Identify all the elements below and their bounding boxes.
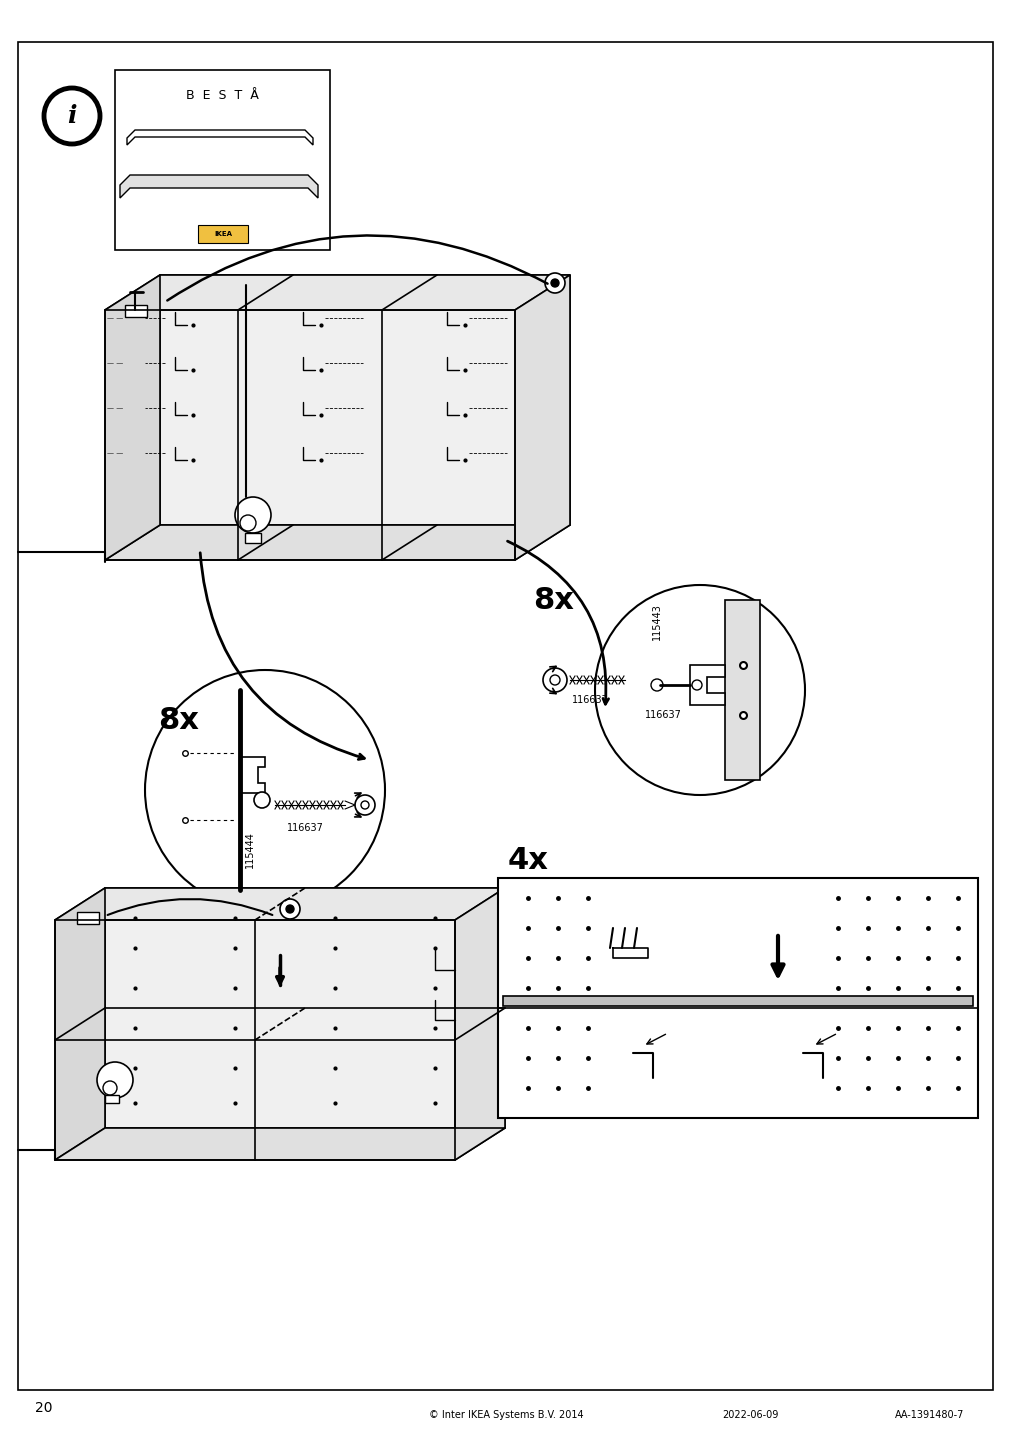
Circle shape [355,795,375,815]
Polygon shape [240,758,265,793]
Circle shape [43,87,100,145]
Circle shape [280,899,299,919]
Text: AA-1391480-7: AA-1391480-7 [895,1411,963,1421]
Polygon shape [120,175,317,198]
Text: © Inter IKEA Systems B.V. 2014: © Inter IKEA Systems B.V. 2014 [429,1411,582,1421]
Text: — —: — — [107,405,123,411]
Text: 2022-06-09: 2022-06-09 [721,1411,777,1421]
Circle shape [549,674,559,684]
Polygon shape [55,1128,504,1160]
Bar [497,878,977,1118]
Polygon shape [55,888,105,1160]
Circle shape [692,680,702,690]
Text: — —: — — [107,315,123,321]
Text: 116637: 116637 [571,695,608,705]
Polygon shape [126,130,312,145]
Text: 20: 20 [35,1400,53,1415]
Circle shape [650,679,662,692]
Polygon shape [105,888,504,1128]
Polygon shape [160,275,569,526]
Text: 116637: 116637 [644,710,681,720]
Bar [245,533,261,543]
Polygon shape [455,888,504,1160]
Circle shape [545,274,564,294]
Polygon shape [515,275,569,560]
Text: B  E  S  T  Å: B E S T Å [185,89,258,102]
Polygon shape [105,275,160,560]
Text: 115444: 115444 [245,832,255,868]
Polygon shape [105,275,569,309]
Circle shape [145,670,384,909]
Polygon shape [690,664,724,705]
Circle shape [594,586,804,795]
Text: i: i [67,105,77,127]
Circle shape [235,497,271,533]
Text: — —: — — [107,359,123,367]
Text: 8x: 8x [158,706,199,735]
Bar [502,997,972,1007]
Text: 115443: 115443 [651,603,661,640]
Text: IKEA: IKEA [213,231,232,238]
Circle shape [254,792,270,808]
Circle shape [286,905,294,914]
Polygon shape [724,600,759,780]
Text: 4x: 4x [508,845,548,875]
Circle shape [361,800,369,809]
Circle shape [550,279,558,286]
Polygon shape [55,888,504,919]
Circle shape [97,1063,132,1098]
Polygon shape [105,526,569,560]
Text: 116637: 116637 [286,823,324,833]
Text: 8x: 8x [533,586,573,614]
Bar [77,912,99,924]
Circle shape [103,1081,117,1095]
Bar [125,305,147,316]
Circle shape [543,667,566,692]
Bar [115,70,330,251]
Bar [105,1095,119,1103]
Circle shape [240,516,256,531]
Text: — —: — — [107,450,123,455]
Bar [198,225,248,243]
